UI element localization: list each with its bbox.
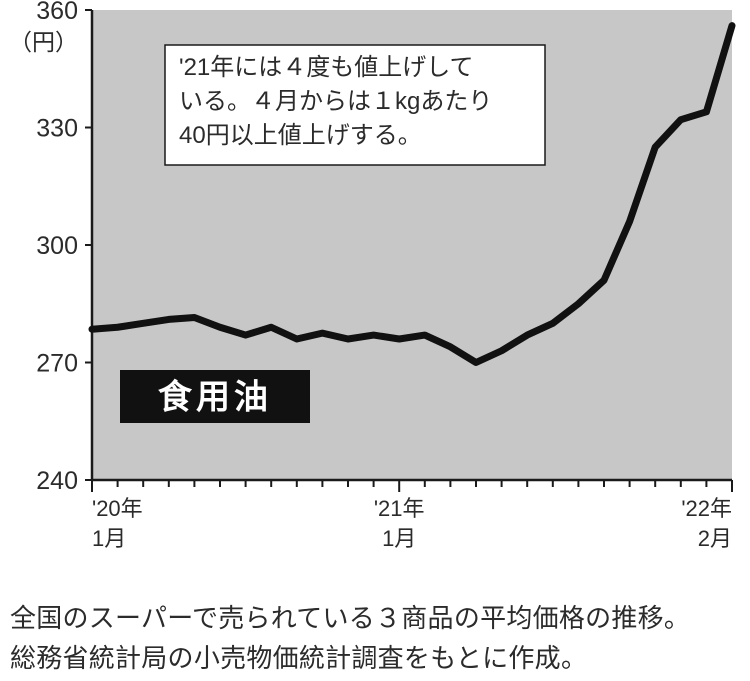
caption-line-2: 総務省統計局の小売物価統計調査をもとに作成。 [10, 643, 587, 673]
x-tick-label-year: '21年 [374, 496, 425, 521]
x-tick-label-month: 1月 [382, 526, 416, 551]
series-badge-label: 食用油 [158, 377, 272, 416]
chart-svg: 240 270 300 330 360 （円） '20年 1月 '21年 1月 '22年 2月 '21年… [0, 0, 750, 590]
y-tick-label: 270 [36, 350, 78, 378]
caption-line-1: 全国のスーパーで売られている３商品の平均価格の推移。 [10, 603, 690, 633]
y-tick-label: 240 [36, 467, 78, 495]
y-tick-label: 330 [36, 115, 78, 143]
y-unit-label: （円） [9, 29, 78, 55]
annotation-text: 40円以上値上げする。 [179, 122, 422, 149]
annotation-text: '21年には４度も値上げして [179, 54, 474, 81]
y-tick-label: 300 [36, 232, 78, 260]
y-tick-label: 360 [36, 0, 78, 25]
line-chart-cooking-oil: 240 270 300 330 360 （円） '20年 1月 '21年 1月 '22年 2月 '21年… [0, 0, 750, 590]
x-tick-label-month: 2月 [698, 526, 732, 551]
chart-caption: 全国のスーパーで売られている３商品の平均価格の推移。 総務省統計局の小売物価統計… [10, 598, 730, 679]
annotation-text: いる。４月からは１kgあたり [179, 88, 492, 115]
x-tick-label-year: '22年 [681, 496, 732, 521]
x-tick-label-year: '20年 [92, 496, 143, 521]
x-tick-label-month: 1月 [92, 526, 126, 551]
